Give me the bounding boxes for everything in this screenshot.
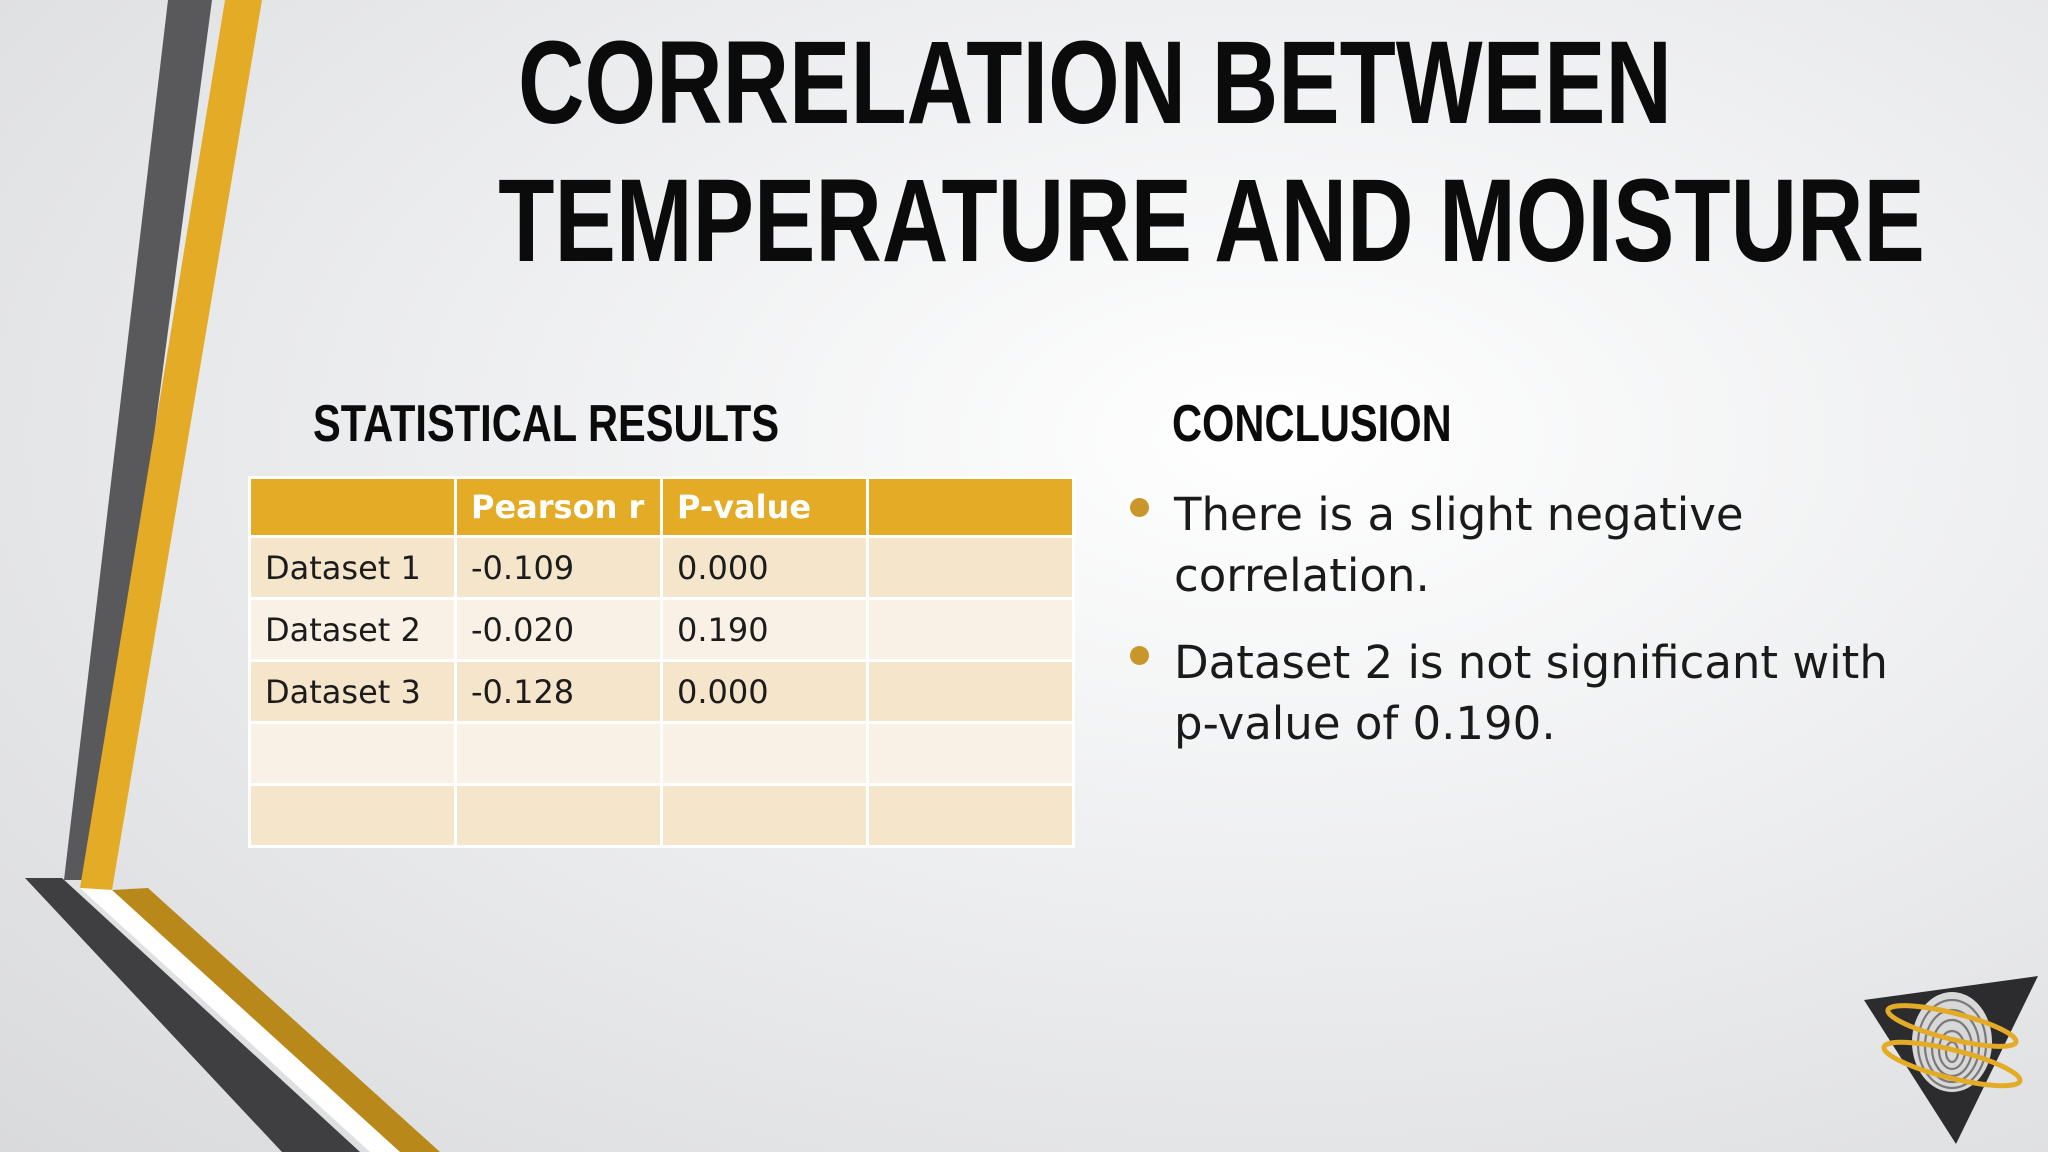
table-row: Dataset 1 -0.109 0.000 [248, 535, 1075, 600]
slide-title-line-2: TEMPERATURE AND MOISTURE [498, 155, 1925, 287]
conclusion-item: Dataset 2 is not significant with p-valu… [1122, 632, 1922, 754]
slide-title-line-1: CORRELATION BETWEEN [518, 17, 1672, 149]
table-row [248, 721, 1075, 786]
conclusion-item-text: There is a slight negative correlation. [1174, 488, 1744, 602]
conclusion-item: There is a slight negative correlation. [1122, 484, 1922, 606]
statistical-results-heading: STATISTICAL RESULTS [313, 395, 780, 453]
results-table: Pearson r P-value Dataset 1 -0.109 0.000… [248, 476, 1075, 848]
table-cell [866, 535, 1075, 600]
bullet-dot-icon [1130, 498, 1149, 517]
table-cell: -0.128 [454, 659, 663, 724]
table-cell [660, 783, 869, 848]
stripe-dark-upper [64, 0, 212, 880]
table-cell [454, 783, 663, 848]
table-cell: -0.109 [454, 535, 663, 600]
table-cell: Dataset 1 [248, 535, 457, 600]
table-cell [866, 597, 1075, 662]
table-cell [866, 659, 1075, 724]
table-cell [866, 721, 1075, 786]
table-cell [454, 721, 663, 786]
table-cell [248, 721, 457, 786]
table-header-cell [866, 476, 1075, 538]
conclusion-list: There is a slight negative correlation. … [1122, 484, 1922, 780]
table-row [248, 783, 1075, 848]
conclusion-heading: CONCLUSION [1172, 395, 1452, 453]
table-cell: 0.000 [660, 535, 869, 600]
table-header-cell [248, 476, 457, 538]
table-row: Dataset 3 -0.128 0.000 [248, 659, 1075, 724]
table-header-cell: P-value [660, 476, 869, 538]
stripe-gold-lower [112, 888, 440, 1152]
table-header-row: Pearson r P-value [248, 476, 1075, 538]
bullet-dot-icon [1130, 646, 1149, 665]
table-header-cell: Pearson r [454, 476, 663, 538]
fingerprint-triangle-logo-icon [1864, 976, 2038, 1144]
stripe-gold-upper [80, 0, 262, 890]
table-cell: 0.190 [660, 597, 869, 662]
table-cell: Dataset 2 [248, 597, 457, 662]
table-cell [660, 721, 869, 786]
table-cell: -0.020 [454, 597, 663, 662]
table-cell [866, 783, 1075, 848]
table-row: Dataset 2 -0.020 0.190 [248, 597, 1075, 662]
table-cell: Dataset 3 [248, 659, 457, 724]
stripe-white-gap [80, 888, 400, 1152]
table-cell: 0.000 [660, 659, 869, 724]
stripe-dark-lower [25, 878, 360, 1152]
table-cell [248, 783, 457, 848]
conclusion-item-text: Dataset 2 is not significant with p-valu… [1174, 636, 1888, 750]
